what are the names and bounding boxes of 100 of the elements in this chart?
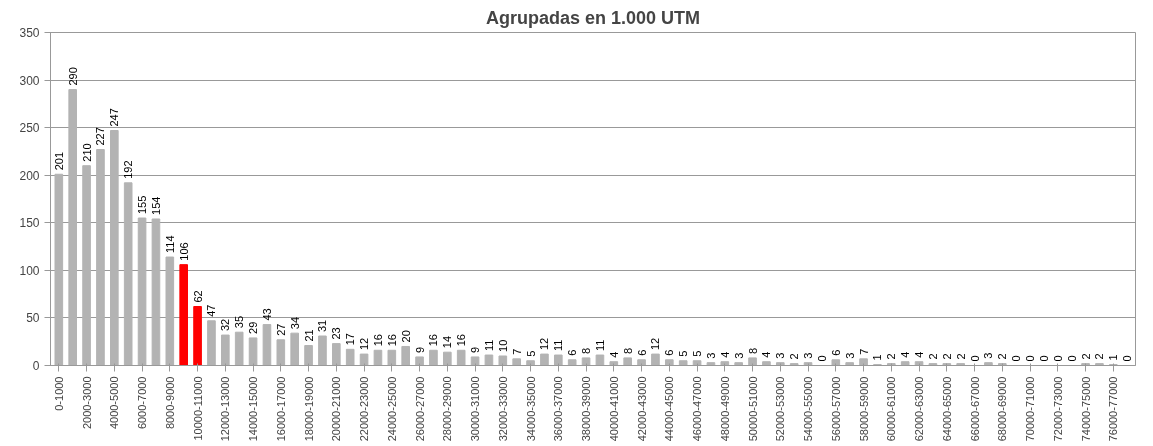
data-label: 27 (274, 323, 287, 336)
data-label: 3 (732, 352, 745, 359)
data-label: 8 (621, 347, 634, 354)
x-tick-label: 60000-61000 (885, 376, 898, 442)
data-label: 23 (330, 327, 343, 340)
data-label: 4 (899, 351, 912, 358)
x-tick-label: 30000-31000 (469, 376, 482, 442)
x-tick-label: 64000-65000 (940, 376, 953, 442)
x-tick-label: 62000-63000 (913, 376, 926, 442)
x-tick-label: 2000-3000 (80, 376, 93, 430)
data-label: 43 (260, 308, 273, 321)
data-label: 34 (288, 316, 301, 330)
x-tick-label: 46000-47000 (691, 376, 704, 442)
x-tick-label: 68000-69000 (996, 376, 1009, 442)
data-label: 201 (52, 151, 65, 171)
data-label: 0 (1051, 355, 1064, 362)
data-label: 31 (316, 319, 329, 333)
data-label: 155 (136, 195, 149, 215)
x-tick-label: 16000-17000 (274, 376, 287, 442)
x-tick-label: 10000-11000 (191, 376, 204, 441)
x-tick-label: 12000-13000 (219, 376, 232, 442)
data-label: 0 (1024, 355, 1037, 362)
data-label: 5 (524, 350, 537, 357)
data-label: 247 (108, 108, 121, 127)
data-label: 106 (177, 242, 190, 261)
x-tick-label: 18000-19000 (302, 376, 315, 442)
data-label: 12 (358, 337, 371, 351)
data-label: 2 (885, 353, 898, 360)
x-tick-label: 72000-73000 (1051, 376, 1064, 442)
data-label: 11 (552, 339, 565, 352)
x-tick-label: 4000-5000 (108, 376, 121, 430)
data-label: 0 (815, 355, 828, 362)
x-tick-label: 24000-25000 (385, 376, 398, 442)
data-label: 16 (371, 334, 384, 347)
data-label: 290 (66, 67, 79, 86)
x-tick-label: 70000-71000 (1024, 376, 1037, 442)
x-tick-label: 28000-29000 (441, 376, 454, 442)
y-tick-label: 150 (19, 216, 40, 231)
data-label: 4 (760, 351, 773, 358)
data-label: 2 (996, 353, 1009, 360)
data-label: 6 (829, 349, 842, 356)
data-label: 32 (219, 318, 232, 332)
x-tick-label: 56000-57000 (829, 376, 842, 442)
x-tick-label: 52000-53000 (774, 376, 787, 442)
data-label: 35 (233, 315, 246, 329)
chart-title: Agrupadas en 1.000 UTM (485, 7, 701, 28)
data-label: 0 (968, 355, 981, 362)
x-tick-label: 74000-75000 (1079, 376, 1092, 442)
data-label: 29 (247, 321, 260, 334)
data-label: 2 (940, 353, 953, 360)
data-label: 20 (399, 330, 412, 343)
data-label: 2 (1079, 353, 1092, 360)
data-label: 4 (607, 351, 620, 358)
data-label: 3 (843, 352, 856, 359)
data-label: 16 (385, 334, 398, 347)
data-label: 2 (954, 353, 967, 360)
x-tick-label: 14000-15000 (247, 376, 260, 442)
data-label: 3 (774, 352, 787, 359)
x-tick-label: 42000-43000 (635, 376, 648, 442)
data-label: 2 (926, 353, 939, 360)
x-tick-label: 50000-51000 (746, 376, 759, 442)
data-label: 114 (163, 235, 176, 254)
data-label: 7 (857, 348, 870, 355)
x-tick-label: 0-1000 (52, 376, 65, 411)
data-label: 3 (704, 352, 717, 359)
data-label: 0 (1010, 355, 1023, 362)
data-label: 5 (691, 350, 704, 357)
x-tick-label: 22000-23000 (358, 376, 371, 442)
y-tick-label: 350 (19, 26, 40, 40)
y-tick-label: 50 (26, 311, 40, 326)
data-label: 7 (510, 348, 523, 355)
y-tick-label: 0 (32, 359, 40, 373)
x-tick-label: 58000-59000 (857, 376, 870, 442)
x-tick-label: 6000-7000 (136, 376, 149, 430)
data-label: 6 (635, 349, 648, 356)
data-label: 8 (746, 347, 759, 354)
x-tick-label: 66000-67000 (968, 376, 981, 442)
data-label: 1 (1107, 354, 1120, 361)
data-label: 47 (205, 304, 218, 317)
data-label: 192 (122, 160, 135, 179)
data-label: 0 (1065, 355, 1078, 362)
data-label: 12 (649, 337, 662, 351)
y-tick-label: 250 (19, 121, 40, 136)
x-tick-label: 20000-21000 (330, 376, 343, 442)
x-tick-label: 34000-35000 (524, 376, 537, 442)
data-label: 210 (80, 143, 93, 162)
data-label: 62 (191, 290, 204, 303)
x-tick-label: 8000-9000 (163, 376, 176, 430)
y-tick-label: 100 (19, 263, 40, 278)
data-label: 4 (718, 351, 731, 358)
data-label: 2 (1093, 353, 1106, 360)
data-label: 16 (455, 334, 468, 347)
x-tick-label: 32000-33000 (496, 376, 509, 442)
data-label: 0 (1037, 355, 1050, 362)
data-label: 10 (496, 339, 509, 352)
data-label: 11 (593, 339, 606, 352)
data-label: 21 (302, 329, 315, 342)
data-label: 4 (913, 351, 926, 358)
x-tick-label: 54000-55000 (802, 376, 815, 442)
data-label: 12 (538, 337, 551, 351)
